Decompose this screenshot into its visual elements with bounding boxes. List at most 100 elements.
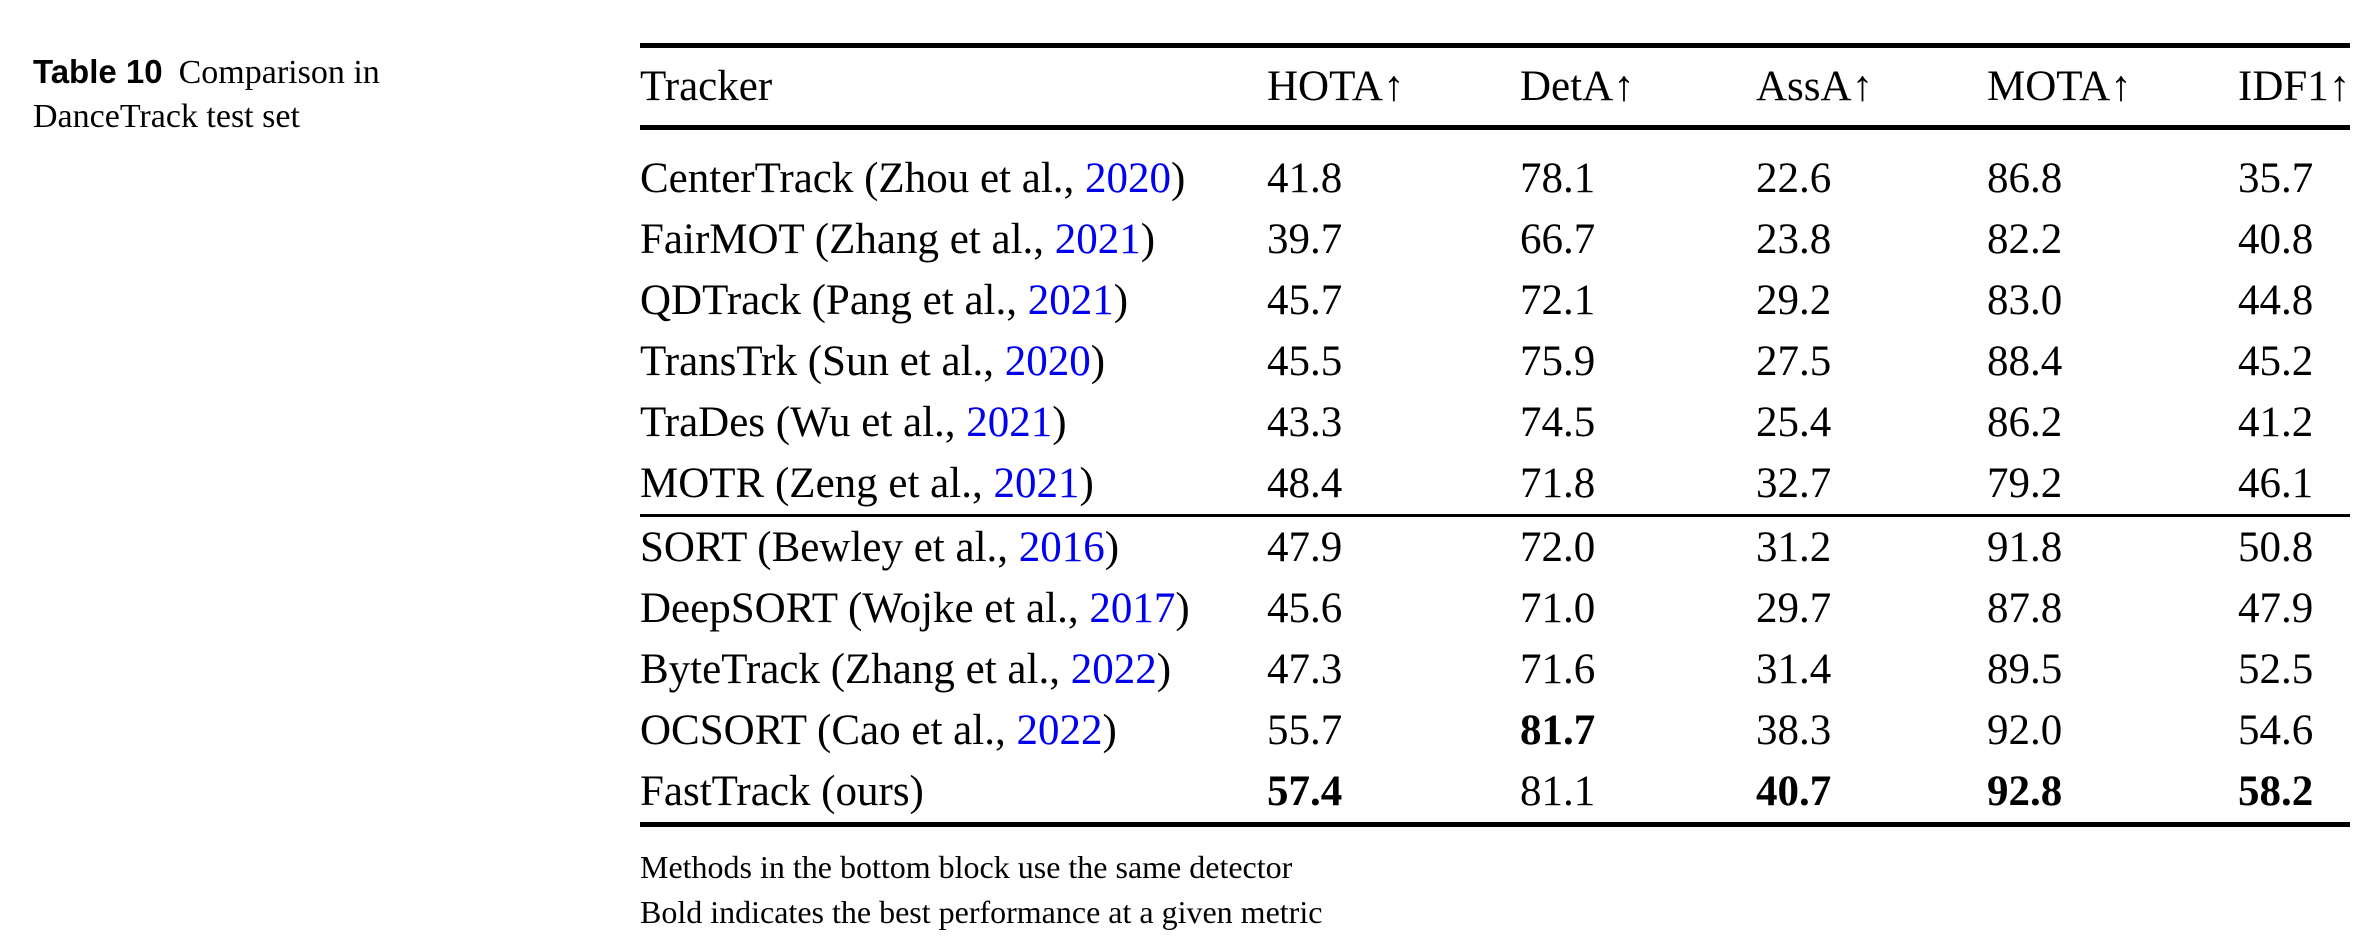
idf1-value: 52.5 (2238, 646, 2314, 693)
mota-value: 82.2 (1987, 216, 2063, 263)
header-row: Tracker HOTA↑ DetA↑ AssA↑ MOTA↑ IDF1↑ (640, 46, 2350, 128)
hota-value: 48.4 (1267, 460, 1343, 507)
deta-value: 81.1 (1520, 768, 1596, 815)
tracker-suffix: ) (1175, 585, 1190, 632)
column-header-hota: HOTA↑ (1267, 63, 1405, 110)
mota-value: 86.2 (1987, 399, 2063, 446)
idf1-value: 45.2 (2238, 338, 2314, 385)
tracker-name: ByteTrack (Zhang et al., (640, 646, 1071, 693)
table-footnotes: Methods in the bottom block use the same… (640, 845, 2350, 935)
tracker-cell: SORT (Bewley et al., 2016) (640, 516, 1267, 579)
deta-value: 71.8 (1520, 460, 1596, 507)
idf1-value: 46.1 (2238, 460, 2314, 507)
assa-value: 40.7 (1756, 768, 1832, 815)
citation-link[interactable]: 2021 (993, 460, 1080, 507)
citation-link[interactable]: 2022 (1016, 707, 1103, 754)
tracker-suffix: ) (1102, 707, 1117, 754)
citation-link[interactable]: 2022 (1070, 646, 1157, 693)
hota-value: 47.9 (1267, 524, 1343, 571)
citation-link[interactable]: 2016 (1018, 524, 1105, 571)
assa-value: 25.4 (1756, 399, 1832, 446)
assa-value: 23.8 (1756, 216, 1832, 263)
mota-value: 92.8 (1987, 768, 2063, 815)
mota-value: 86.8 (1987, 155, 2063, 202)
mota-value: 79.2 (1987, 460, 2063, 507)
citation-link[interactable]: 2020 (1085, 155, 1172, 202)
citation-link[interactable]: 2020 (1004, 338, 1091, 385)
assa-value: 29.2 (1756, 277, 1832, 324)
tracker-name: MOTR (Zeng et al., (640, 460, 994, 507)
citation-link[interactable]: 2021 (1027, 277, 1114, 324)
deta-value: 66.7 (1520, 216, 1596, 263)
idf1-value: 54.6 (2238, 707, 2314, 754)
citation-link[interactable]: 2017 (1089, 585, 1176, 632)
citation-link[interactable]: 2021 (966, 399, 1053, 446)
idf1-value: 50.8 (2238, 524, 2314, 571)
tracker-suffix: ) (1090, 338, 1106, 385)
tracker-suffix: ) (1171, 155, 1186, 202)
citation-link[interactable]: 2021 (1054, 216, 1141, 263)
table-row: SORT (Bewley et al., 2016) 47.9 72.0 31.… (640, 516, 2350, 579)
tracker-name: TraDes (Wu et al., (640, 399, 967, 446)
deta-value: 75.9 (1520, 338, 1596, 385)
assa-value: 31.2 (1756, 524, 1832, 571)
table-caption-text: Comparison in DanceTrack test set (33, 54, 380, 135)
table-row: TransTrk (Sun et al., 2020) 45.5 75.9 27… (640, 331, 2350, 392)
mota-value: 89.5 (1987, 646, 2063, 693)
assa-value: 32.7 (1756, 460, 1832, 507)
tracker-name: CenterTrack (Zhou et al., (640, 155, 1086, 202)
mota-value: 83.0 (1987, 277, 2063, 324)
tracker-cell: FairMOT (Zhang et al., 2021) (640, 209, 1267, 270)
table-caption-label: Table 10 (33, 53, 163, 90)
assa-value: 31.4 (1756, 646, 1832, 693)
idf1-value: 47.9 (2238, 585, 2314, 632)
tracker-cell: ByteTrack (Zhang et al., 2022) (640, 639, 1267, 700)
idf1-value: 40.8 (2238, 216, 2314, 263)
mota-value: 88.4 (1987, 338, 2063, 385)
assa-value: 27.5 (1756, 338, 1832, 385)
table-footnote-bold: Bold indicates the best performance at a… (640, 894, 1323, 930)
table-row: MOTR (Zeng et al., 2021) 48.4 71.8 32.7 … (640, 453, 2350, 516)
hota-value: 45.7 (1267, 277, 1343, 324)
tracker-name: FairMOT (Zhang et al., (640, 216, 1055, 263)
tracker-cell: MOTR (Zeng et al., 2021) (640, 453, 1267, 516)
column-header-mota: MOTA↑ (1987, 63, 2132, 110)
deta-value: 71.6 (1520, 646, 1596, 693)
tracker-suffix: ) (1104, 524, 1120, 571)
table-row: FairMOT (Zhang et al., 2021) 39.7 66.7 2… (640, 209, 2350, 270)
tracker-cell: TransTrk (Sun et al., 2020) (640, 331, 1267, 392)
idf1-value: 58.2 (2238, 768, 2314, 815)
deta-value: 72.0 (1520, 524, 1596, 571)
idf1-value: 41.2 (2238, 399, 2314, 446)
column-header-deta: DetA↑ (1520, 63, 1635, 110)
hota-value: 45.6 (1267, 585, 1343, 632)
table-row: DeepSORT (Wojke et al., 2017) 45.6 71.0 … (640, 578, 2350, 639)
tracker-suffix: ) (1156, 646, 1172, 693)
tracker-suffix: ) (1079, 460, 1094, 507)
hota-value: 57.4 (1267, 768, 1343, 815)
deta-value: 81.7 (1520, 707, 1596, 754)
assa-value: 38.3 (1756, 707, 1832, 754)
table-row: FastTrack (ours) 57.4 81.1 40.7 92.8 58.… (640, 761, 2350, 825)
table-caption: Table 10 Comparison in DanceTrack test se… (33, 50, 463, 139)
tracker-name: OCSORT (Cao et al., (640, 707, 1017, 754)
results-table: Tracker HOTA↑ DetA↑ AssA↑ MOTA↑ IDF1↑ Ce… (640, 43, 2350, 935)
table-row: ByteTrack (Zhang et al., 2022) 47.3 71.6… (640, 639, 2350, 700)
tracker-name: TransTrk (Sun et al., (640, 338, 1005, 385)
tracker-cell: DeepSORT (Wojke et al., 2017) (640, 578, 1267, 639)
tracker-name: FastTrack (ours) (640, 768, 924, 815)
deta-value: 78.1 (1520, 155, 1596, 202)
tracker-suffix: ) (1052, 399, 1067, 446)
table-row: TraDes (Wu et al., 2021) 43.3 74.5 25.4 … (640, 392, 2350, 453)
table-footnote-detector: Methods in the bottom block use the same… (640, 849, 1293, 885)
mota-value: 91.8 (1987, 524, 2063, 571)
deta-value: 74.5 (1520, 399, 1596, 446)
hota-value: 41.8 (1267, 155, 1343, 202)
tracker-cell: QDTrack (Pang et al., 2021) (640, 270, 1267, 331)
table-row: CenterTrack (Zhou et al., 2020) 41.8 78.… (640, 128, 2350, 210)
hota-value: 55.7 (1267, 707, 1343, 754)
tracker-suffix: ) (1140, 216, 1156, 263)
assa-value: 29.7 (1756, 585, 1832, 632)
table-row: QDTrack (Pang et al., 2021) 45.7 72.1 29… (640, 270, 2350, 331)
